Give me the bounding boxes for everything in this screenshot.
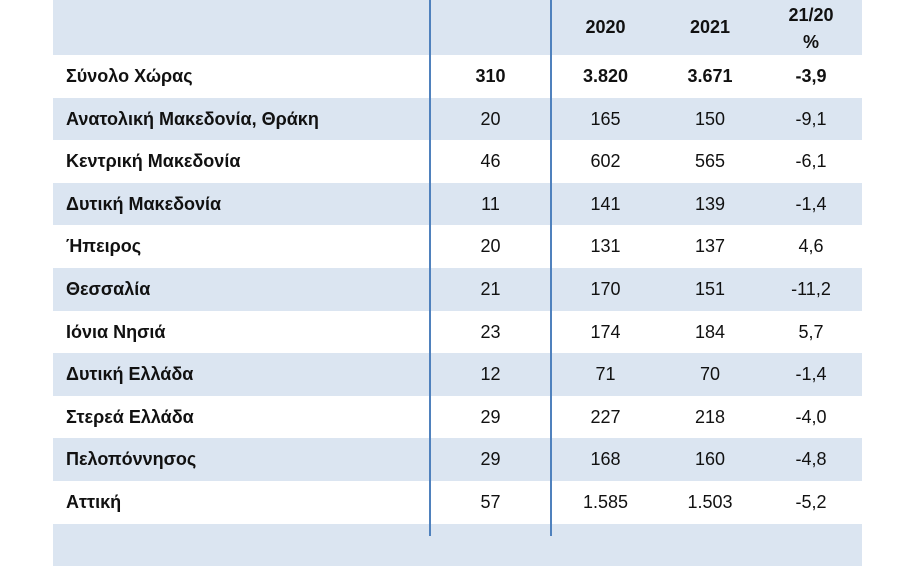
table-cell: 46	[480, 151, 501, 172]
table-cell: -4,0	[795, 406, 827, 427]
table-cell: 165	[590, 108, 621, 129]
header-cell: 2020	[585, 17, 626, 37]
header-cell: %	[802, 32, 819, 52]
table-cell: 137	[694, 236, 726, 257]
row-label: Ήπειρος	[66, 236, 142, 257]
table-row	[53, 523, 862, 566]
table-cell: 139	[694, 193, 726, 214]
header-row	[53, 0, 862, 55]
table-cell: 1.503	[687, 492, 733, 512]
table-cell: 160	[694, 449, 726, 470]
table-cell: 168	[590, 449, 621, 470]
column-divider	[550, 0, 552, 536]
row-label: Κεντρική Μακεδονία	[66, 151, 241, 172]
table-cell: -11,2	[791, 279, 831, 299]
table-row	[53, 182, 862, 226]
row-label: Σύνολο Χώρας	[66, 66, 193, 86]
table-row	[53, 353, 862, 396]
table-cell: 12	[480, 364, 501, 385]
table-cell: 29	[480, 449, 501, 470]
table-cell: 3.820	[582, 66, 629, 86]
table-cell: -5,2	[795, 492, 827, 512]
table-cell: 5,7	[798, 321, 824, 342]
row-label: Δυτική Ελλάδα	[66, 364, 194, 385]
table-cell: -1,4	[795, 193, 827, 214]
table-cell: 174	[590, 321, 621, 342]
table-cell: 71	[595, 364, 616, 385]
table-cell: 218	[694, 406, 726, 427]
table-cell: 20	[480, 108, 501, 129]
table-cell: 4,6	[798, 236, 824, 257]
row-label: Πελοπόννησος	[66, 449, 197, 470]
table-cell: 310	[475, 66, 506, 86]
column-divider	[429, 0, 431, 536]
table-cell: -1,4	[795, 364, 827, 385]
table-cell: 141	[590, 193, 621, 214]
table-cell: 602	[590, 151, 621, 172]
table-cell: 11	[481, 193, 500, 214]
table-cell: 170	[590, 279, 621, 299]
header-cell: 2021	[689, 17, 731, 37]
table-cell: 1.585	[582, 492, 629, 512]
table-cell: -6,1	[795, 151, 827, 172]
table-row	[53, 268, 862, 311]
table-cell: 70	[699, 364, 721, 385]
row-label: Δυτική Μακεδονία	[66, 193, 222, 214]
table-cell: 57	[480, 492, 501, 512]
table-cell: 150	[694, 108, 726, 129]
table-cell: -4,8	[795, 449, 827, 470]
row-label: Θεσσαλία	[66, 279, 151, 299]
table-cell: 565	[694, 151, 726, 172]
row-label: Ιόνια Νησιά	[66, 321, 166, 342]
table-cell: 3.671	[687, 66, 733, 86]
table-cell: 151	[694, 279, 726, 299]
row-label: Στερεά Ελλάδα	[66, 406, 194, 427]
table-row	[53, 438, 862, 481]
table-cell: -9,1	[795, 108, 827, 129]
table-cell: 21	[480, 279, 501, 299]
table-cell: 131	[590, 236, 621, 257]
table-cell: 23	[480, 321, 501, 342]
row-label: Αττική	[66, 492, 122, 512]
table-cell: 227	[590, 406, 621, 427]
table: 2020 2021 21/20 % Σύνολο Χώρας 310 3.820 3.…	[53, 0, 862, 566]
row-label: Ανατολική Μακεδονία, Θράκη	[66, 108, 319, 129]
page: 2020 2021 21/20 % Σύνολο Χώρας 310 3.820 3.…	[53, 0, 862, 566]
table-cell: 184	[694, 321, 726, 342]
header-cell: 21/20	[788, 5, 834, 25]
table-row	[53, 97, 862, 141]
table-cell: 29	[480, 406, 501, 427]
table-cell: 20	[480, 236, 501, 257]
table-cell: -3,9	[795, 66, 827, 86]
